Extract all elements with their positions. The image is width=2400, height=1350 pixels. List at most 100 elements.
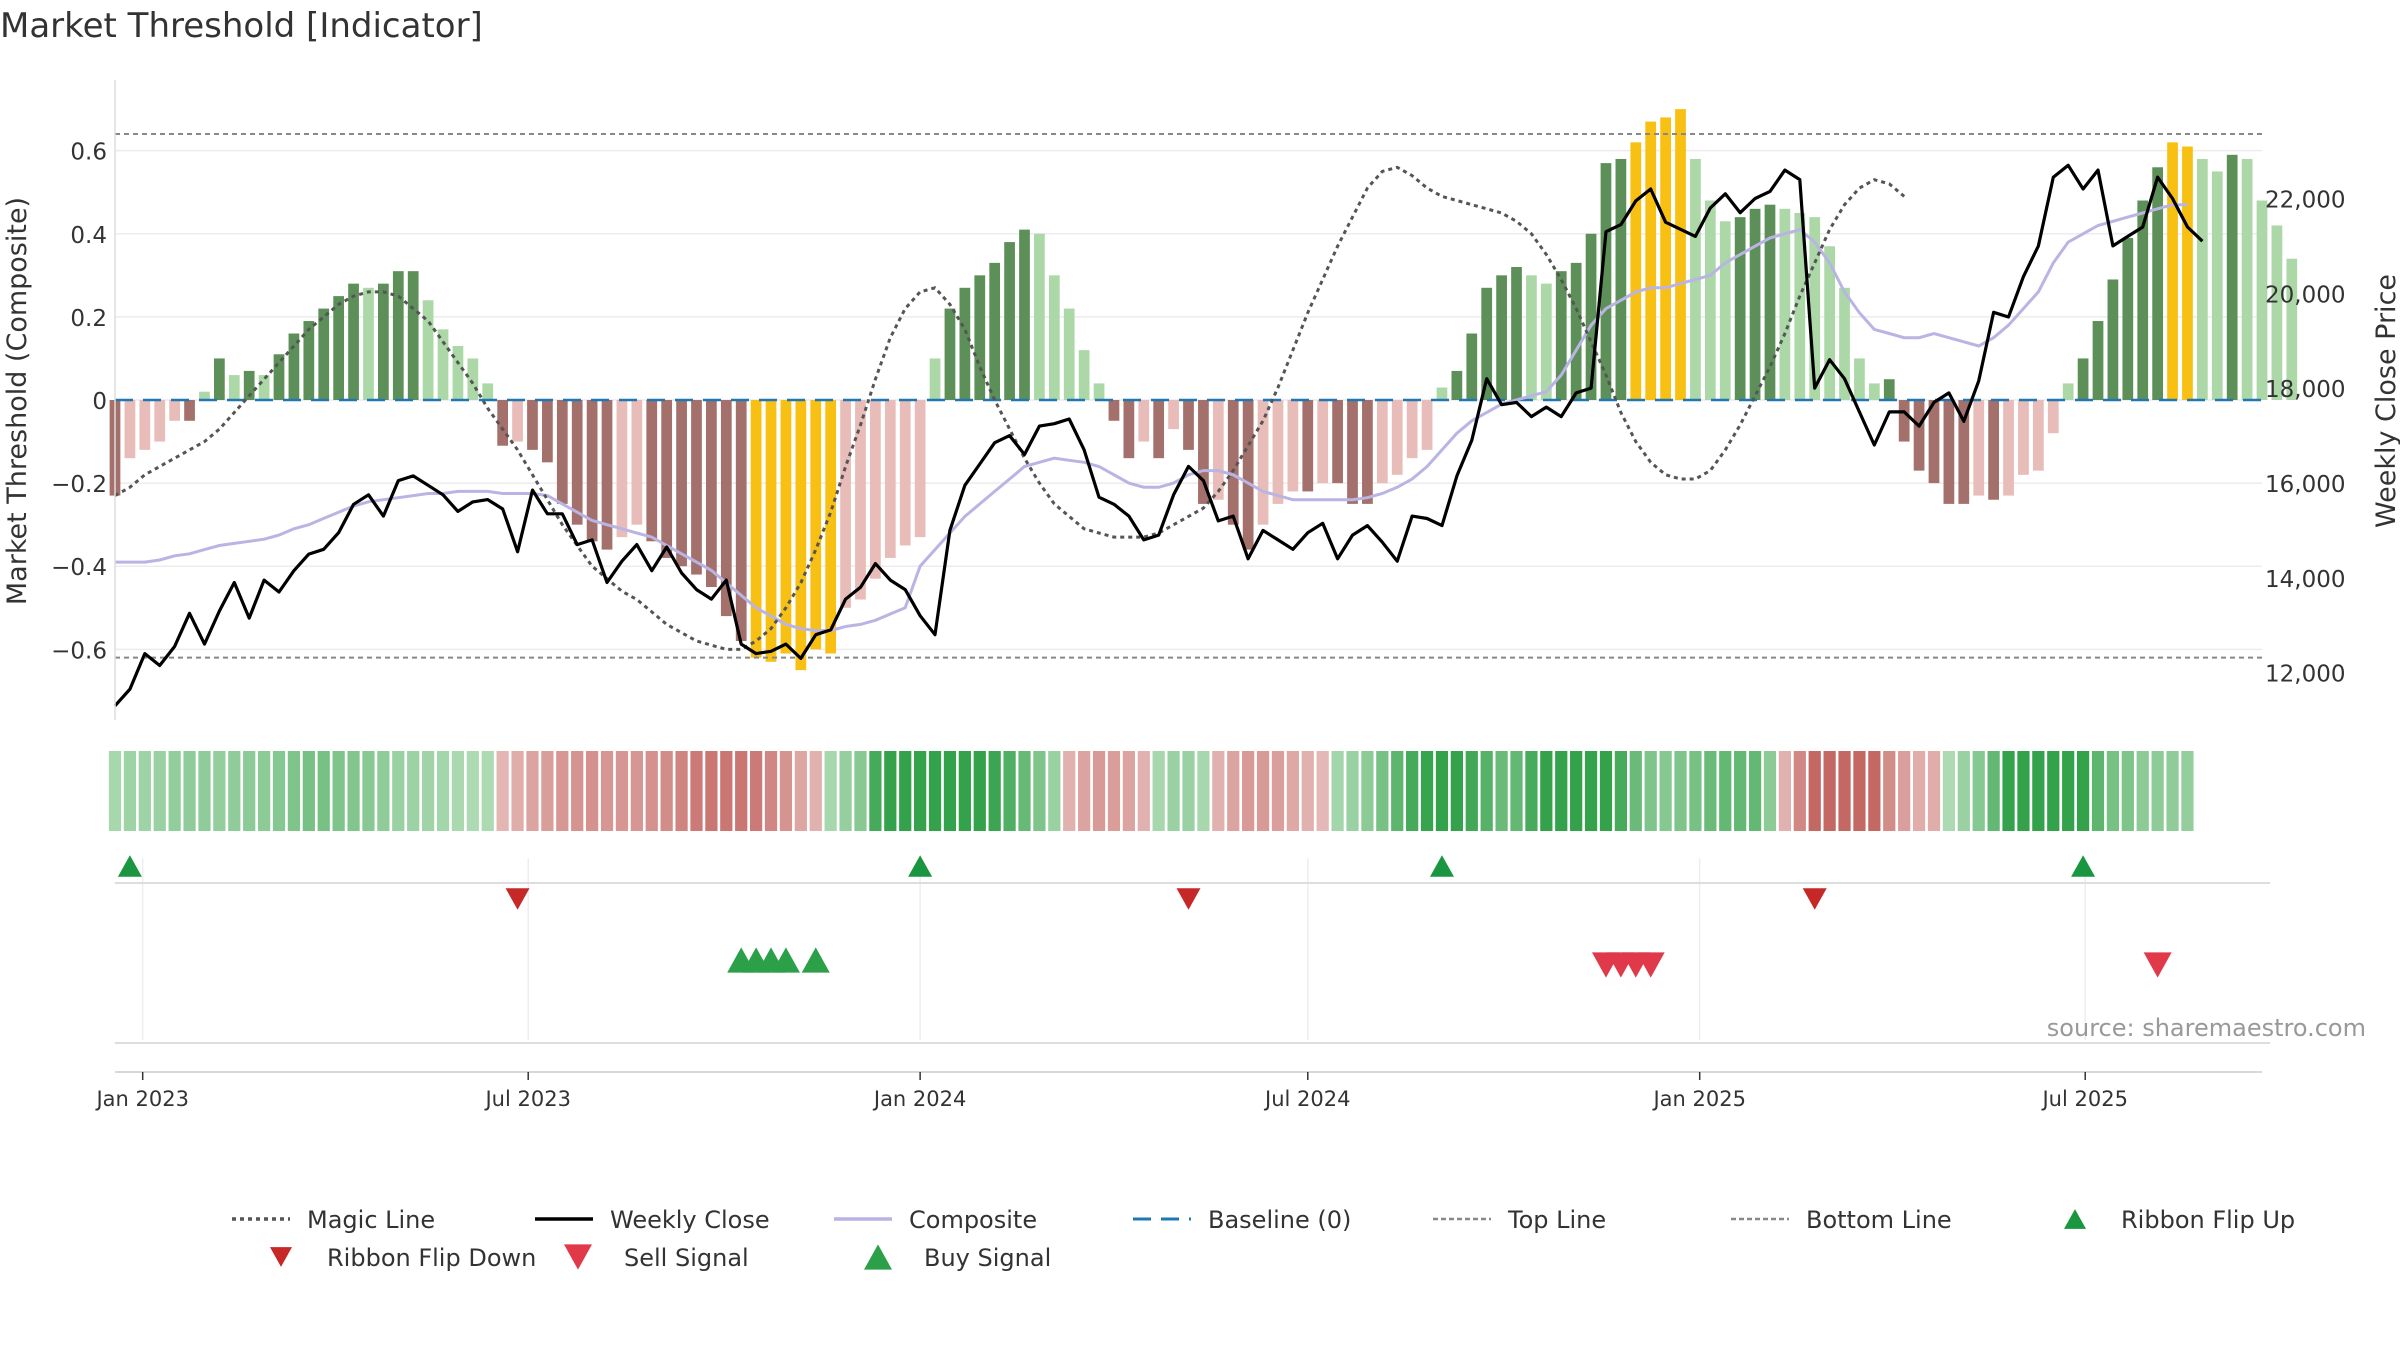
composite-bar bbox=[482, 383, 494, 400]
composite-bar bbox=[1257, 400, 1269, 525]
ribbon-segment bbox=[869, 751, 882, 831]
ribbon-segment bbox=[1063, 751, 1076, 831]
composite-bar bbox=[944, 308, 956, 400]
ribbon-segment bbox=[839, 751, 852, 831]
ribbon-segment bbox=[123, 751, 137, 831]
composite-bar bbox=[258, 375, 270, 400]
ribbon-segment bbox=[436, 751, 450, 831]
legend-label: Magic Line bbox=[307, 1206, 435, 1234]
ribbon-segment bbox=[824, 751, 837, 831]
legend-label: Composite bbox=[909, 1206, 1037, 1234]
legend-label: Ribbon Flip Down bbox=[327, 1244, 536, 1272]
composite-bar bbox=[1108, 400, 1120, 421]
left-tick-label: 0.2 bbox=[70, 306, 107, 332]
composite-bar bbox=[706, 400, 717, 588]
ribbon-segment bbox=[1182, 751, 1195, 831]
signal-markers bbox=[117, 855, 2172, 978]
composite-bar bbox=[1555, 271, 1567, 400]
ribbon-segment bbox=[1972, 751, 1985, 831]
ribbon-segment bbox=[1361, 751, 1374, 831]
composite-bar bbox=[1019, 229, 1030, 400]
composite-bar bbox=[1317, 400, 1329, 484]
composite-bar bbox=[631, 400, 643, 525]
ribbon-segment bbox=[1748, 751, 1762, 831]
ribbon-segment bbox=[108, 751, 122, 831]
ribbon-segment bbox=[392, 751, 405, 831]
ribbon-segment bbox=[302, 751, 315, 831]
composite-bar bbox=[2018, 400, 2029, 475]
composite-bar bbox=[303, 321, 315, 400]
composite-bar bbox=[422, 300, 434, 400]
composite-bar bbox=[363, 287, 374, 400]
ribbon-segment bbox=[2032, 751, 2045, 831]
composite-bar bbox=[542, 400, 553, 463]
legend-swatch bbox=[270, 1247, 292, 1267]
ribbon-segment bbox=[1704, 751, 1717, 831]
ribbon-segment bbox=[1197, 751, 1210, 831]
x-tick-label: Jan 2023 bbox=[94, 1087, 189, 1111]
composite-bar bbox=[452, 345, 464, 400]
composite-bar bbox=[348, 283, 359, 400]
legend-label: Baseline (0) bbox=[1208, 1206, 1351, 1234]
composite-bar bbox=[2167, 142, 2178, 401]
composite-bar bbox=[1063, 308, 1075, 400]
ribbon-segment bbox=[1167, 751, 1180, 831]
ribbon-segment bbox=[2181, 751, 2194, 831]
left-axis-ticks: 0.6 0.4 0.2 0 −0.2 −0.4 −0.6 bbox=[51, 140, 107, 665]
ribbon-segment bbox=[347, 751, 360, 831]
composite-bar bbox=[735, 400, 747, 642]
ribbon-segment bbox=[2047, 751, 2060, 831]
composite-bar bbox=[2062, 383, 2074, 400]
composite-bar bbox=[2196, 158, 2208, 400]
right-tick-label: 12,000 bbox=[2265, 662, 2345, 688]
composite-bar bbox=[1913, 400, 1925, 471]
ribbon-segment bbox=[1018, 751, 1031, 831]
composite-bar bbox=[1883, 379, 1895, 400]
ribbon-segment bbox=[1614, 751, 1627, 831]
composite-bar bbox=[646, 400, 658, 542]
ribbon-segment bbox=[556, 751, 569, 831]
composite-bar bbox=[273, 354, 285, 400]
legend-label: Buy Signal bbox=[924, 1244, 1051, 1272]
composite-bar bbox=[616, 400, 628, 538]
composite-bar bbox=[2077, 358, 2089, 400]
sell-signal-marker bbox=[1636, 952, 1665, 978]
ribbon-segment bbox=[2017, 751, 2030, 831]
ribbon-segment bbox=[153, 751, 166, 831]
composite-bar bbox=[1242, 400, 1254, 550]
composite-bar bbox=[1704, 200, 1716, 400]
composite-bar bbox=[1496, 275, 1507, 400]
ribbon-segment bbox=[1316, 751, 1329, 831]
ribbon-segment bbox=[526, 751, 539, 831]
ribbon-segment bbox=[720, 751, 733, 831]
composite-bar bbox=[914, 400, 926, 538]
ribbon-segment bbox=[1823, 751, 1836, 831]
ribbon-segment bbox=[705, 751, 718, 831]
ribbon-segment bbox=[1599, 751, 1613, 831]
ribbon-segment bbox=[1256, 751, 1270, 831]
ribbon-segment bbox=[1346, 751, 1359, 831]
ribbon-segment bbox=[615, 751, 629, 831]
composite-bar bbox=[139, 400, 151, 450]
composite-bar bbox=[1481, 287, 1493, 400]
source-note: source: sharemaestro.com bbox=[2047, 1014, 2366, 1042]
composite-bar bbox=[1794, 212, 1806, 400]
buy-signal-marker bbox=[771, 947, 800, 973]
composite-bar bbox=[184, 400, 195, 421]
composite-bar bbox=[1988, 400, 1999, 500]
composite-bar bbox=[1898, 400, 1910, 442]
legend-swatch bbox=[864, 1244, 892, 1270]
ribbon-segment bbox=[1480, 751, 1493, 831]
composite-bar bbox=[378, 283, 389, 400]
ribbon-segment bbox=[973, 751, 986, 831]
ribbon-segment bbox=[1435, 751, 1449, 831]
ribbon-segment bbox=[1689, 751, 1702, 831]
ribbon-segment bbox=[1510, 751, 1523, 831]
ribbon-segment bbox=[1465, 751, 1478, 831]
composite-bar bbox=[512, 400, 523, 442]
composite-bar bbox=[2256, 200, 2268, 400]
left-axis-label: Market Threshold (Composite) bbox=[2, 197, 33, 605]
composite-bar bbox=[1570, 262, 1582, 400]
main-panel: 0.6 0.4 0.2 0 −0.2 −0.4 −0.6 22,000 20,000 18,00… bbox=[2, 80, 2400, 720]
composite-bar bbox=[1675, 109, 1686, 400]
